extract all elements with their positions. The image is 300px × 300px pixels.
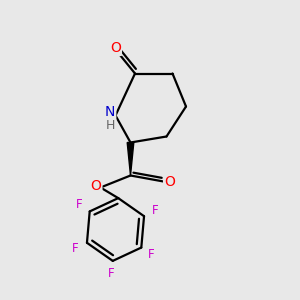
Text: F: F [152, 204, 159, 218]
Text: H: H [105, 119, 115, 133]
Text: N: N [105, 106, 115, 119]
Text: O: O [164, 175, 175, 188]
Polygon shape [127, 142, 134, 176]
Text: F: F [148, 248, 155, 261]
Text: O: O [91, 179, 101, 193]
Text: F: F [72, 242, 79, 255]
Text: F: F [108, 267, 115, 280]
Text: O: O [110, 41, 121, 55]
Text: F: F [76, 198, 83, 211]
